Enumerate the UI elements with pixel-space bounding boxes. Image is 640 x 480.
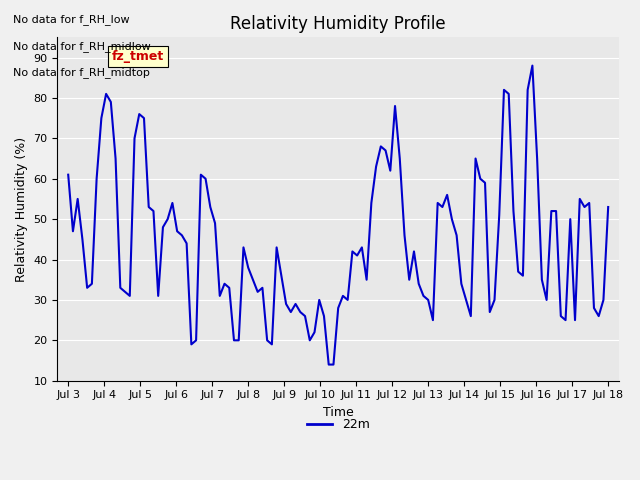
Text: No data for f_RH_midlow: No data for f_RH_midlow [13,41,150,52]
Text: No data for f_RH_midtop: No data for f_RH_midtop [13,67,150,78]
Text: fz_tmet: fz_tmet [112,50,164,63]
Legend: 22m: 22m [301,413,374,436]
X-axis label: Time: Time [323,406,353,419]
Y-axis label: Relativity Humidity (%): Relativity Humidity (%) [15,136,28,282]
Text: No data for f_RH_low: No data for f_RH_low [13,14,129,25]
Title: Relativity Humidity Profile: Relativity Humidity Profile [230,15,446,33]
